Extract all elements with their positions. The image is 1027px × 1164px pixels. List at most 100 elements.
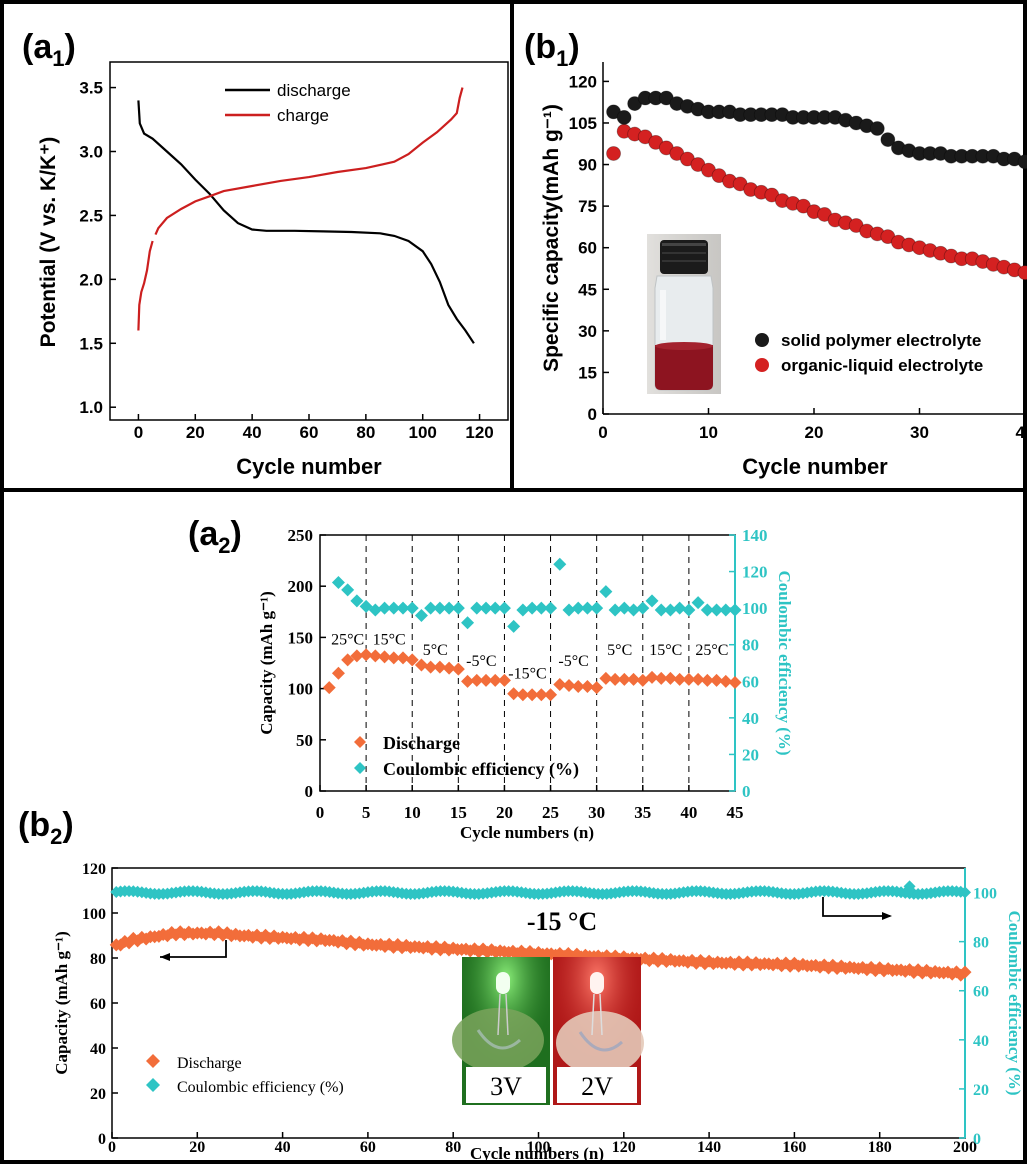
b1-solid-polymer-point <box>880 132 896 148</box>
a2-discharge-point <box>516 688 530 702</box>
a2-discharge-point <box>710 673 724 687</box>
a2-legend-discharge-label: Discharge <box>383 733 460 753</box>
a2-discharge-point <box>331 666 345 680</box>
a2-discharge-point <box>673 672 687 686</box>
a2-discharge-point <box>627 672 641 686</box>
a2-y-tick-label: 100 <box>288 680 314 699</box>
a2-ce-point <box>534 601 548 615</box>
a2-discharge-point <box>590 681 604 695</box>
a2-y-tick-label: 150 <box>288 628 314 647</box>
a2-ce-point <box>433 601 447 615</box>
a2-x-axis-label: Cycle numbers (n) <box>460 823 594 842</box>
a1-y-tick-label: 1.5 <box>79 334 103 353</box>
b1-legend-solid-label: solid polymer electrolyte <box>781 331 981 350</box>
a2-discharge-point <box>322 681 336 695</box>
b2-ce-point <box>959 886 971 899</box>
panel-label-a1: (a1) <box>22 28 76 71</box>
a2-discharge-point <box>553 678 567 692</box>
a2-y2-axis-label: Coulombic efficiency (%) <box>775 570 794 755</box>
a2-ce-point <box>571 601 585 615</box>
b1-legend-organic-label: organic-liquid electrolyte <box>781 356 983 375</box>
b2-y-tick-label: 0 <box>98 1131 106 1148</box>
a2-discharge-point <box>368 649 382 663</box>
a2-x-tick-label: 40 <box>680 803 697 822</box>
a2-discharge-point <box>387 651 401 665</box>
a2-x-tick-label: 25 <box>542 803 559 822</box>
b2-y-tick-label: 80 <box>90 951 106 968</box>
a2-discharge-point <box>562 679 576 693</box>
a1-y-tick-label: 3.0 <box>79 143 103 162</box>
a2-ce-point <box>700 603 714 617</box>
a2-ce-point <box>442 601 456 615</box>
a1-charge-curve <box>154 87 464 236</box>
led-3v-label: 3V <box>490 1072 522 1101</box>
red-led-photo-icon: 2V <box>553 957 644 1105</box>
b1-y-tick-label: 15 <box>578 363 597 382</box>
b2-x-tick-label: 180 <box>868 1139 892 1156</box>
b1-solid-polymer-point <box>616 110 632 125</box>
a2-ce-point <box>544 601 558 615</box>
a2-x-tick-label: 45 <box>727 803 744 822</box>
b2-discharge-point <box>958 965 972 979</box>
a2-discharge-point <box>350 649 364 663</box>
a2-ce-point <box>553 557 567 571</box>
b2-y2-tick-label: 40 <box>973 1033 989 1050</box>
a2-ce-point <box>378 601 392 615</box>
a2-discharge-point <box>424 660 438 674</box>
a2-discharge-point <box>617 672 631 686</box>
a2-ce-point <box>451 601 465 615</box>
a2-discharge-point <box>497 673 511 687</box>
b2-y-tick-label: 120 <box>82 861 106 878</box>
b1-y-tick-label: 105 <box>569 114 597 133</box>
a2-discharge-point <box>414 658 428 672</box>
b1-y-tick-label: 0 <box>588 405 597 424</box>
a1-y-tick-label: 2.5 <box>79 206 103 225</box>
b1-y-tick-label: 75 <box>578 197 597 216</box>
a2-ce-point <box>525 601 539 615</box>
a2-discharge-point <box>580 680 594 694</box>
a2-x-tick-label: 10 <box>404 803 421 822</box>
a1-legend-charge-label: charge <box>277 106 329 125</box>
a2-temperature-label: 25°C <box>331 632 364 649</box>
a2-discharge-point <box>461 674 475 688</box>
a2-ce-point <box>719 603 733 617</box>
a2-y-tick-label: 200 <box>288 577 314 596</box>
a1-x-tick-label: 100 <box>409 423 437 442</box>
b1-x-tick-label: 10 <box>699 423 718 442</box>
b1-organic-liquid-point <box>1017 265 1027 281</box>
a2-discharge-point <box>691 672 705 686</box>
a2-ce-point <box>590 601 604 615</box>
a2-y2-tick-label: 80 <box>742 636 759 655</box>
a1-x-tick-label: 40 <box>243 423 262 442</box>
a2-ce-point <box>636 601 650 615</box>
b1-y-tick-label: 45 <box>578 280 597 299</box>
a2-y2-tick-label: 0 <box>742 782 751 801</box>
a2-discharge-point <box>682 672 696 686</box>
a2-discharge-point <box>663 671 677 685</box>
b2-legend-discharge-label: Discharge <box>177 1055 242 1072</box>
a2-discharge-point <box>719 674 733 688</box>
a2-ce-point <box>608 603 622 617</box>
b2-x-axis-label: Cycle numbers (n) <box>470 1144 604 1163</box>
a2-y-tick-label: 250 <box>288 526 314 545</box>
a2-x-tick-label: 0 <box>316 803 325 822</box>
a1-y-tick-label: 1.0 <box>79 398 103 417</box>
a2-x-tick-label: 30 <box>588 803 605 822</box>
b1-legend-organic-marker <box>755 358 769 372</box>
a2-ce-point <box>645 594 659 608</box>
a2-ce-point <box>414 608 428 622</box>
a1-x-tick-label: 20 <box>186 423 205 442</box>
a1-legend-discharge-label: discharge <box>277 81 351 100</box>
a2-ce-point <box>682 603 696 617</box>
a2-ce-point <box>331 576 345 590</box>
a2-ce-point <box>424 601 438 615</box>
a2-temperature-label: 15°C <box>649 642 682 659</box>
a2-x-tick-label: 5 <box>362 803 371 822</box>
b2-x-tick-label: 140 <box>697 1139 721 1156</box>
a2-discharge-point <box>488 673 502 687</box>
a2-x-tick-label: 15 <box>450 803 467 822</box>
b2-y-axis-label: Capacity (mAh g⁻¹) <box>52 931 71 1074</box>
b1-x-tick-label: 0 <box>598 423 607 442</box>
a1-charge-curve <box>137 240 154 331</box>
a2-temperature-label: -5°C <box>558 653 588 670</box>
